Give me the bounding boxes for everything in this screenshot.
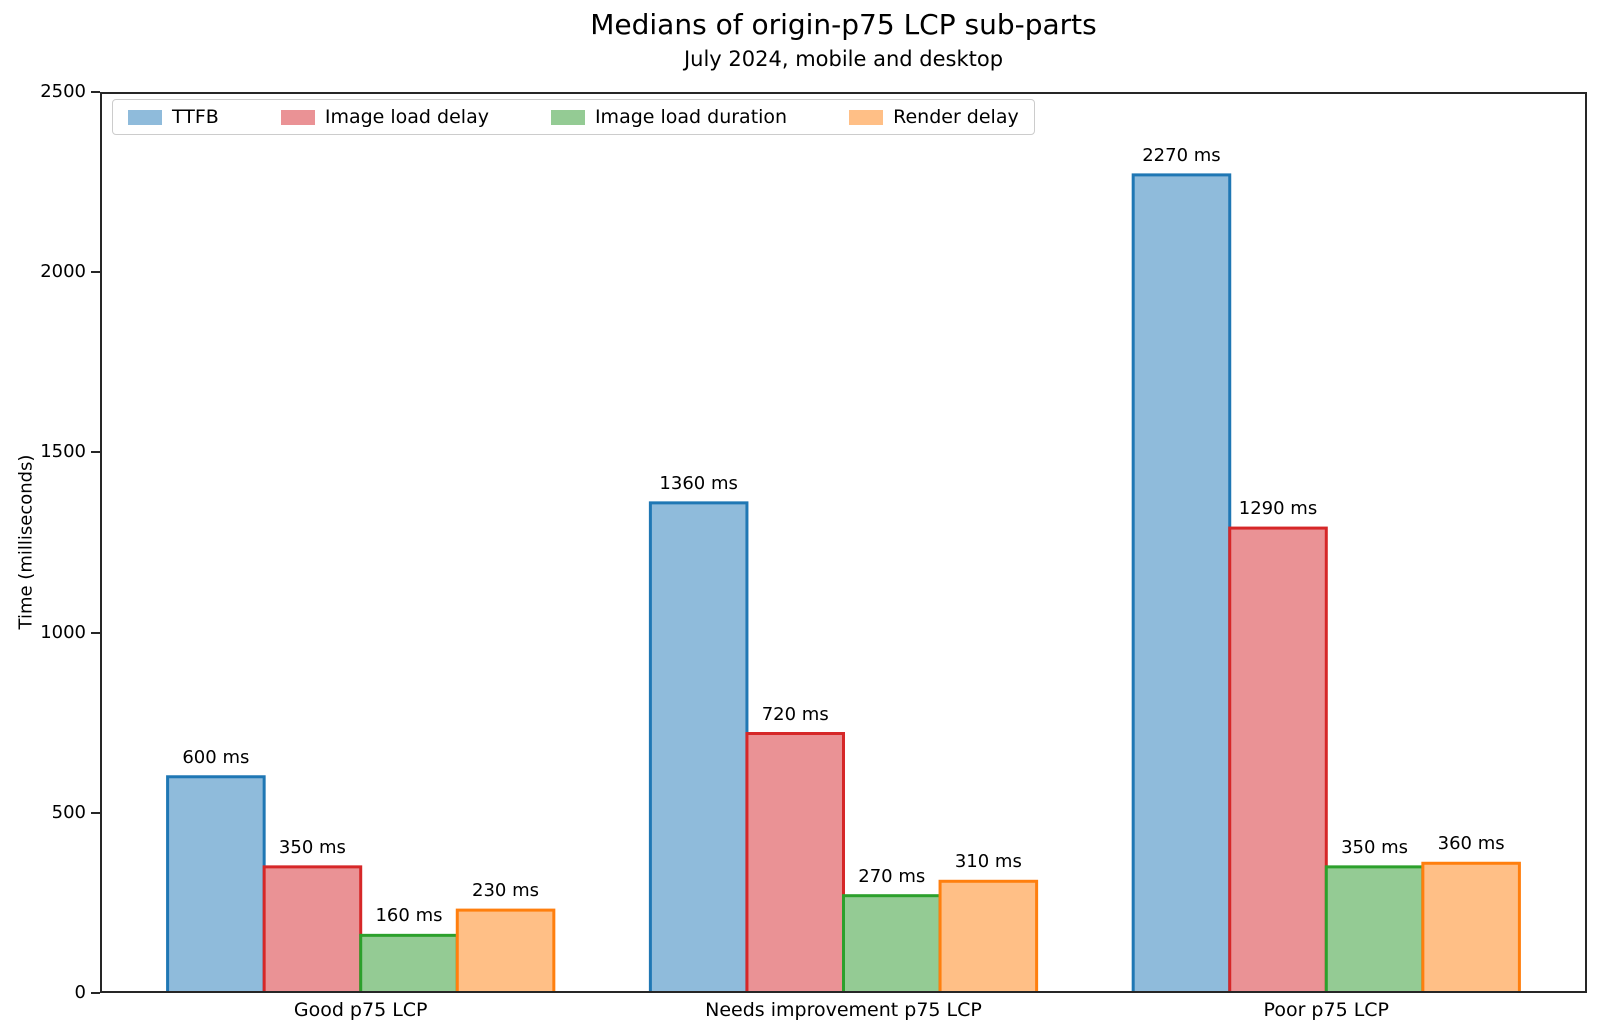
- chart-subtitle: July 2024, mobile and desktop: [683, 47, 1004, 71]
- legend-swatch-icon: [550, 109, 585, 125]
- legend-item-ttfb: TTFB: [128, 106, 219, 128]
- y-tick-label: 1500: [40, 441, 86, 463]
- bar-value-label: 600 ms: [182, 746, 250, 768]
- bar-value-label: 720 ms: [761, 703, 829, 725]
- y-tick-label: 0: [74, 982, 86, 1003]
- bar-value-label: 1360 ms: [659, 472, 738, 494]
- legend-item-image-load-delay: Image load delay: [280, 106, 489, 128]
- y-axis-label: Time (milliseconds): [15, 454, 37, 630]
- legend-label: TTFB: [172, 106, 219, 128]
- legend-item-image-load-duration: Image load duration: [550, 106, 788, 128]
- bar-image-load-duration: [1324, 865, 1425, 993]
- y-tick-mark: [91, 811, 100, 814]
- bar-value-label: 230 ms: [472, 880, 540, 902]
- y-tick-mark: [91, 631, 100, 634]
- chart-title: Medians of origin-p75 LCP sub-parts: [590, 8, 1097, 41]
- bar-value-label: 2270 ms: [1142, 144, 1221, 166]
- bar-render-delay: [938, 879, 1039, 993]
- legend-swatch-icon: [128, 109, 162, 125]
- legend-item-render-delay: Render delay: [849, 106, 1019, 128]
- bar-render-delay: [1421, 861, 1521, 993]
- y-tick-label: 2000: [40, 261, 86, 283]
- bar-value-label: 310 ms: [954, 851, 1022, 873]
- y-tick-label: 1000: [40, 621, 86, 643]
- x-tick-label: Poor p75 LCP: [1263, 999, 1390, 1021]
- bar-value-label: 160 ms: [375, 905, 443, 927]
- x-tick-label: Good p75 LCP: [293, 999, 428, 1021]
- y-tick-mark: [91, 91, 100, 93]
- legend-label: Image load delay: [324, 106, 489, 128]
- bar-value-label: 350 ms: [1341, 836, 1409, 858]
- legend: TTFB Image load delay Image load duration R…: [112, 99, 1035, 135]
- y-tick-label: 2500: [40, 81, 86, 102]
- x-tick-label: Needs improvement p75 LCP: [705, 999, 982, 1021]
- bar-value-label: 360 ms: [1437, 833, 1505, 855]
- y-tick-mark: [91, 271, 100, 274]
- bar-image-load-duration: [359, 933, 459, 993]
- bar-value-label: 270 ms: [858, 865, 926, 887]
- y-tick-mark: [91, 992, 100, 994]
- bar-ttfb: [166, 775, 266, 993]
- legend-swatch-icon: [280, 109, 315, 125]
- legend-label: Render delay: [893, 106, 1019, 128]
- bar-value-label: 1290 ms: [1238, 498, 1318, 520]
- bar-image-load-delay: [745, 732, 845, 993]
- plot-area: [100, 92, 1587, 993]
- bar-value-label: 350 ms: [278, 836, 346, 858]
- plot-frame: [100, 92, 1587, 993]
- bar-ttfb: [1131, 173, 1232, 993]
- y-tick-mark: [91, 451, 100, 454]
- legend-swatch-icon: [849, 109, 884, 125]
- legend-label: Image load duration: [594, 106, 788, 128]
- bars-canvas: [100, 92, 1587, 993]
- bar-image-load-duration: [842, 894, 942, 993]
- bar-image-load-delay: [1228, 526, 1328, 993]
- y-tick-label: 500: [51, 801, 86, 823]
- bar-image-load-delay: [262, 865, 363, 993]
- bar-ttfb: [648, 501, 749, 993]
